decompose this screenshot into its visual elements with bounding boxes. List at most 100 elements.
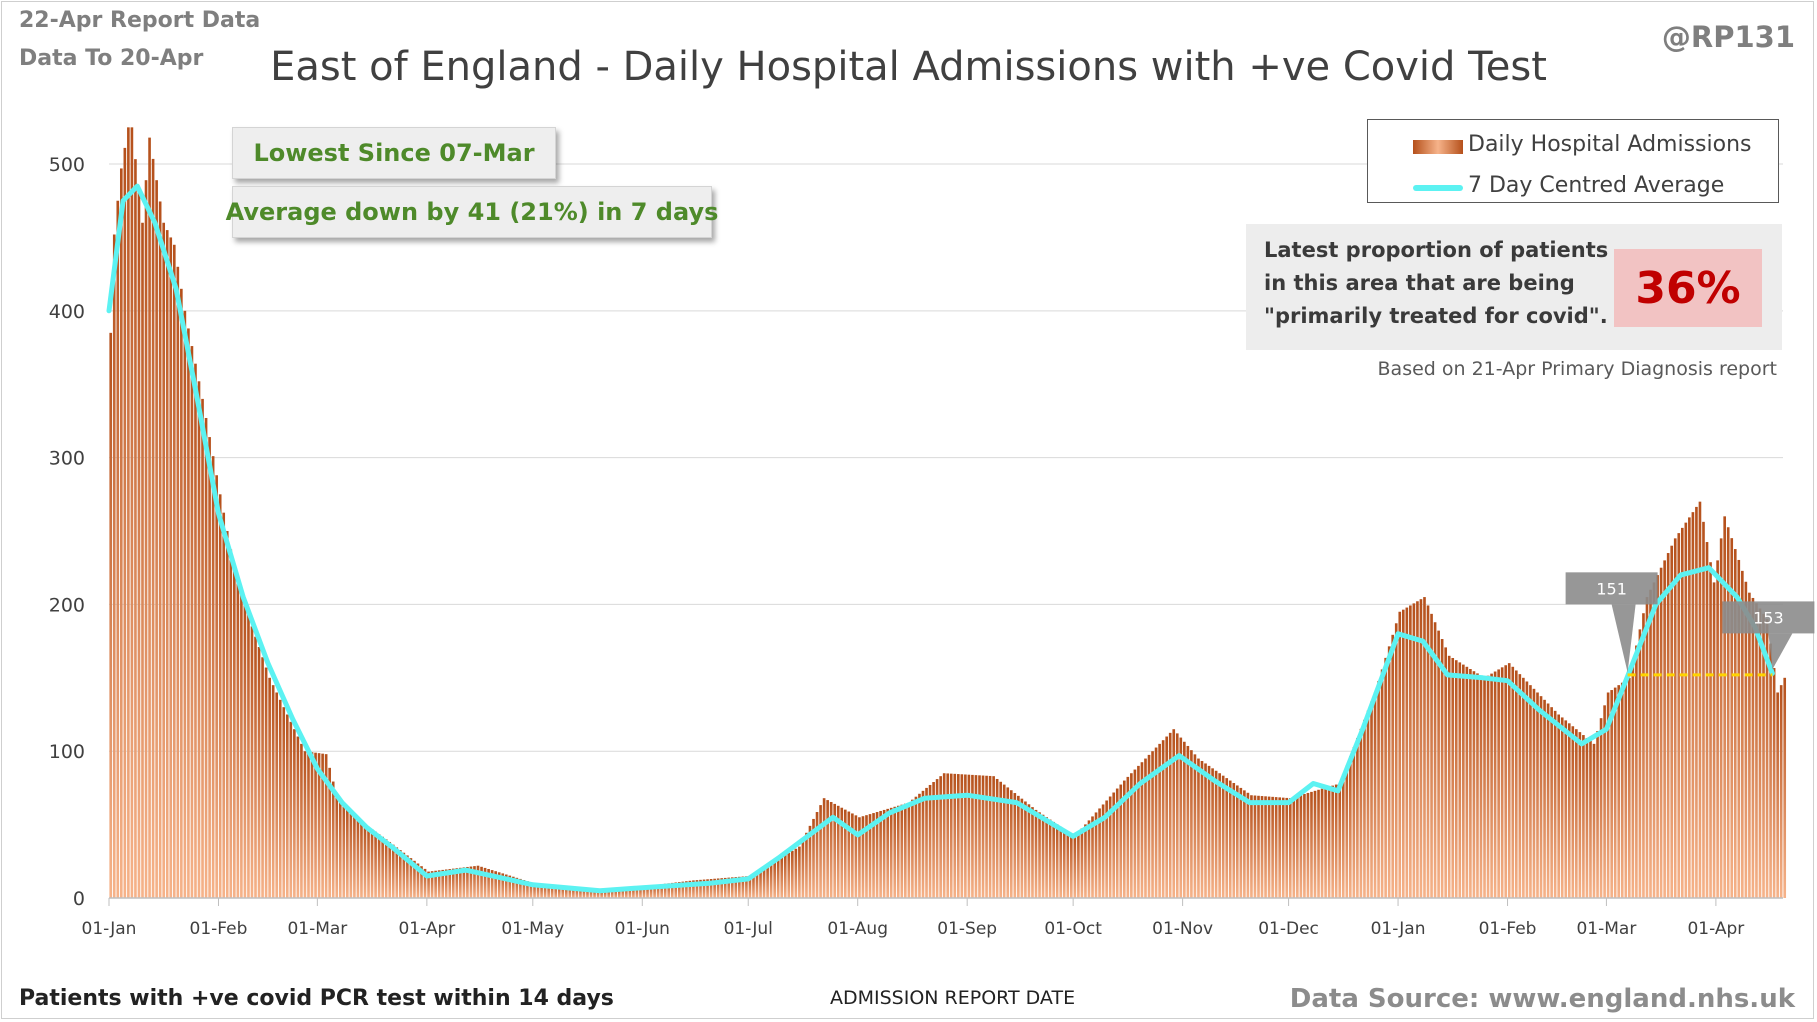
bar [1592,743,1596,898]
bar [783,855,787,898]
bar [1511,666,1515,898]
bar [685,881,688,898]
bar [730,877,734,898]
bar [515,877,519,898]
bar [1751,597,1755,898]
bar [1055,824,1059,898]
bar [271,685,275,898]
bar [1260,796,1264,898]
bar [1522,677,1525,898]
y-tick-label: 500 [49,154,85,176]
bar [208,437,211,898]
bar [215,475,218,898]
bar [1765,619,1769,898]
bar [1218,773,1221,898]
bar [900,804,904,898]
bar [1108,796,1112,898]
y-tick-label: 300 [49,448,85,470]
bar [437,870,441,898]
bar [1659,567,1663,898]
bar [1688,517,1691,898]
bar [349,810,353,898]
bar [367,826,370,898]
bar [1458,662,1462,898]
x-tick-label: 01-Aug [827,919,888,939]
bar [275,692,279,898]
bar [398,850,402,898]
bar [1514,670,1518,898]
bar [1462,664,1465,898]
bar [144,180,148,898]
bar [872,813,875,898]
lowest-since-callout: Lowest Since 07-Mar [232,127,556,179]
annotation-label: 151 [1596,579,1627,598]
bar [317,753,321,898]
bar [1645,597,1649,898]
bar [1567,723,1571,898]
bar [925,787,928,898]
bar [1437,630,1440,898]
bar [1737,559,1741,898]
bar [466,866,469,898]
bar [1310,791,1313,898]
bar [861,816,865,898]
bar [1059,826,1063,898]
bar [1267,796,1271,898]
bar [409,858,413,898]
bar [455,868,459,898]
bar [614,889,618,898]
bar [1698,501,1702,898]
bar [1575,729,1578,898]
legend-label-line: 7 Day Centred Average [1468,173,1725,198]
x-tick-label: 01-Nov [1152,919,1213,939]
bar [815,812,819,898]
bar [314,752,317,898]
bar [1250,795,1253,898]
bar [1094,812,1098,898]
bar [1631,661,1635,898]
bar [995,778,999,898]
bar [1239,787,1243,898]
bar [462,867,466,898]
bar [1172,729,1176,898]
x-tick-label: 01-Apr [398,919,455,939]
bar [338,799,342,898]
bar [762,867,766,898]
bars [109,127,1787,899]
bar [949,773,953,898]
legend-swatch-line [1413,185,1463,191]
bar [1031,807,1034,898]
bar [1027,804,1031,898]
bar [1769,643,1772,898]
bar [960,774,964,898]
bar [882,809,886,898]
bar [1062,829,1066,898]
bar [843,809,847,898]
bar [847,811,851,898]
x-tick-label: 01-Jan [82,919,137,939]
bar [1257,795,1260,898]
bar [247,614,250,898]
bar [420,866,423,898]
bar [1723,516,1726,898]
bar [1264,796,1267,898]
bar [1207,765,1211,898]
bar [738,876,741,898]
y-tick-label: 0 [73,888,85,910]
bar [1341,774,1345,898]
bar [1776,692,1779,898]
bar [1281,797,1285,898]
bar [1243,790,1246,898]
bar [1317,789,1320,898]
bar [1518,674,1522,898]
bar [469,866,473,898]
bar [868,814,872,898]
bar [296,736,300,898]
bar [250,626,254,898]
bar [1748,592,1751,898]
bar [508,875,512,898]
bar [1716,560,1719,898]
bar [1507,663,1511,898]
bar [1278,797,1282,898]
bar [1663,560,1666,898]
